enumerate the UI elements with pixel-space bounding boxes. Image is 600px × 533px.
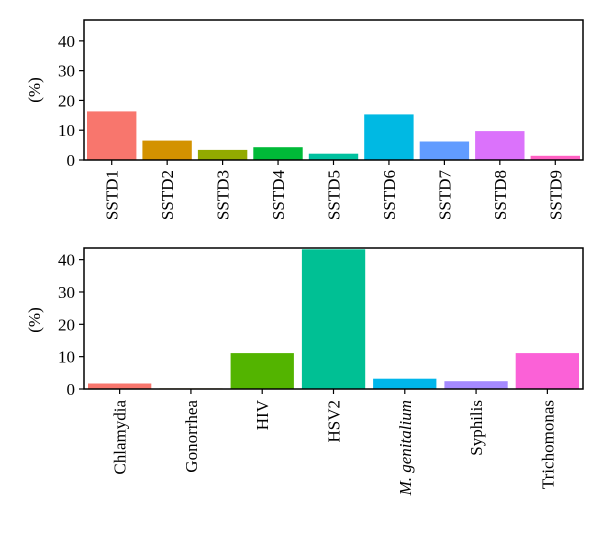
y-tick-label: 20 xyxy=(58,315,75,334)
y-axis-label: (%) xyxy=(25,307,44,332)
x-tick-label: SSTD3 xyxy=(214,170,233,220)
x-tick-label: Trichomonas xyxy=(538,400,557,489)
bar-sstd1 xyxy=(87,111,137,160)
x-tick-label: SSTD1 xyxy=(103,170,122,220)
y-tick-label: 30 xyxy=(58,62,75,81)
bar-chlamydia xyxy=(88,383,152,389)
x-tick-label: M. genitalium xyxy=(396,400,415,496)
bar-sstd8 xyxy=(475,131,525,160)
x-tick-label: HSV2 xyxy=(325,400,344,443)
bar-hiv xyxy=(230,353,294,389)
bar-sstd2 xyxy=(142,140,192,160)
bar-sstd9 xyxy=(530,155,580,160)
x-tick-label: SSTD7 xyxy=(435,170,454,221)
x-tick-label: SSTD4 xyxy=(269,170,288,221)
x-tick-label: Chlamydia xyxy=(111,400,130,475)
bar-sstd3 xyxy=(197,149,248,160)
bar-trichomonas xyxy=(515,353,579,389)
x-tick-label: SSTD9 xyxy=(546,170,565,220)
bar-m-genitalium xyxy=(373,378,437,389)
chart-1: 0 10 20 30 40 (%) SSTD1 SSTD2 SSTD3 SSTD4 SSTD5 SST… xyxy=(25,19,584,221)
bar-sstd7 xyxy=(419,141,470,160)
bar-sstd5 xyxy=(308,153,359,160)
x-tick-label: HIV xyxy=(253,399,272,430)
y-tick-label: 10 xyxy=(58,121,75,140)
bar-hsv2 xyxy=(301,249,366,389)
x-tick-label: Gonorrhea xyxy=(182,400,201,473)
y-tick-label: 40 xyxy=(58,32,75,51)
y-tick-label: 10 xyxy=(58,348,75,367)
x-tick-label: SSTD8 xyxy=(491,170,510,220)
bar-sstd6 xyxy=(364,114,414,160)
y-tick-label: 0 xyxy=(67,380,76,399)
chart-2: 0 10 20 30 40 (%) Chlamydia Gonorrhea HIV HSV2 M. … xyxy=(25,247,584,496)
bar-sstd4 xyxy=(253,147,303,160)
y-tick-label: 0 xyxy=(67,151,76,170)
x-tick-label: SSTD6 xyxy=(380,170,399,220)
y-axis-label: (%) xyxy=(25,77,44,102)
x-tick-label: SSTD5 xyxy=(325,170,344,220)
y-tick-label: 20 xyxy=(58,91,75,110)
x-tick-label: SSTD2 xyxy=(158,170,177,220)
x-tick-label: Syphilis xyxy=(467,400,486,456)
bar-syphilis xyxy=(444,381,508,389)
y-tick-label: 30 xyxy=(58,283,75,302)
y-tick-label: 40 xyxy=(58,251,75,270)
